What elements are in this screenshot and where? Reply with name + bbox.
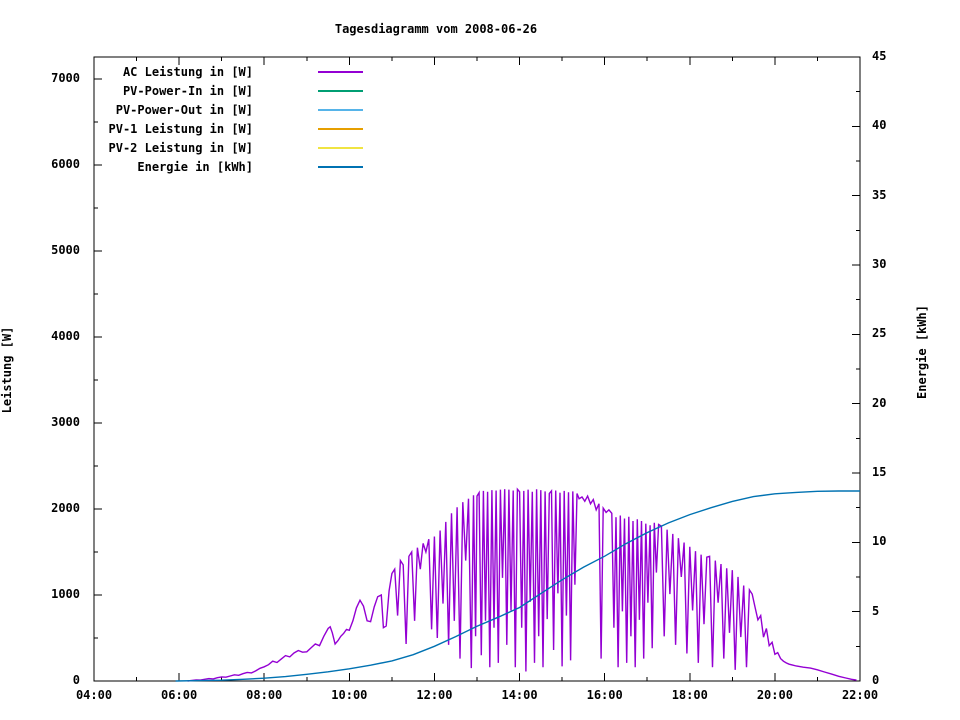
legend-line-sample <box>318 109 363 111</box>
legend-line-sample <box>318 166 363 168</box>
y-tick-label: 6000 <box>51 157 80 171</box>
y-tick-label: 1000 <box>51 587 80 601</box>
x-tick-label: 06:00 <box>161 688 198 702</box>
legend-line-sample <box>318 90 363 92</box>
y2-tick-label: 5 <box>872 603 880 618</box>
y2-tick-label: 20 <box>872 395 887 410</box>
series-ac-leistung-in-w- <box>187 487 857 682</box>
y-tick-label: 0 <box>72 673 80 687</box>
x-tick-label: 10:00 <box>331 688 368 702</box>
y-tick-label: 5000 <box>51 243 80 257</box>
chart-title: Tagesdiagramm vom 2008-06-26 <box>334 22 538 36</box>
y-tick-label: 7000 <box>51 71 80 85</box>
legend-line-sample <box>318 128 363 130</box>
y2-tick-label: 15 <box>872 465 887 479</box>
legend-line-sample <box>318 71 363 73</box>
x-tick-label: 08:00 <box>246 688 283 702</box>
series-energie-in-kwh- <box>175 490 860 682</box>
y2-tick-label: 35 <box>872 187 887 202</box>
y2-tick-label: 40 <box>872 118 887 133</box>
y2-tick-label: 25 <box>872 326 887 341</box>
y2-tick-label: 30 <box>872 257 887 271</box>
x-tick-label: 16:00 <box>586 688 623 702</box>
x-tick-label: 18:00 <box>671 688 708 702</box>
x-tick-label: 20:00 <box>756 688 793 702</box>
x-tick-label: 12:00 <box>416 688 453 702</box>
legend-line-sample <box>318 147 363 149</box>
y-tick-label: 3000 <box>51 415 80 429</box>
legend-label: Energie in [kWh] <box>137 160 253 174</box>
x-tick-label: 14:00 <box>501 688 538 702</box>
y2-tick-label: 10 <box>872 534 887 549</box>
legend-label: PV-Power-In in [W] <box>122 84 253 98</box>
legend-label: PV-1 Leistung in [W] <box>108 122 254 136</box>
y2-tick-label: 0 <box>872 673 880 687</box>
y2-tick-label: 45 <box>872 49 887 63</box>
legend-label: AC Leistung in [W] <box>122 65 253 79</box>
legend-label: PV-Power-Out in [W] <box>115 103 253 117</box>
x-tick-label: 04:00 <box>75 688 113 702</box>
legend-label: PV-2 Leistung in [W] <box>108 141 254 155</box>
y-tick-label: 2000 <box>51 501 80 515</box>
y-tick-label: 4000 <box>51 329 80 343</box>
x-tick-label: 22:00 <box>841 688 879 702</box>
